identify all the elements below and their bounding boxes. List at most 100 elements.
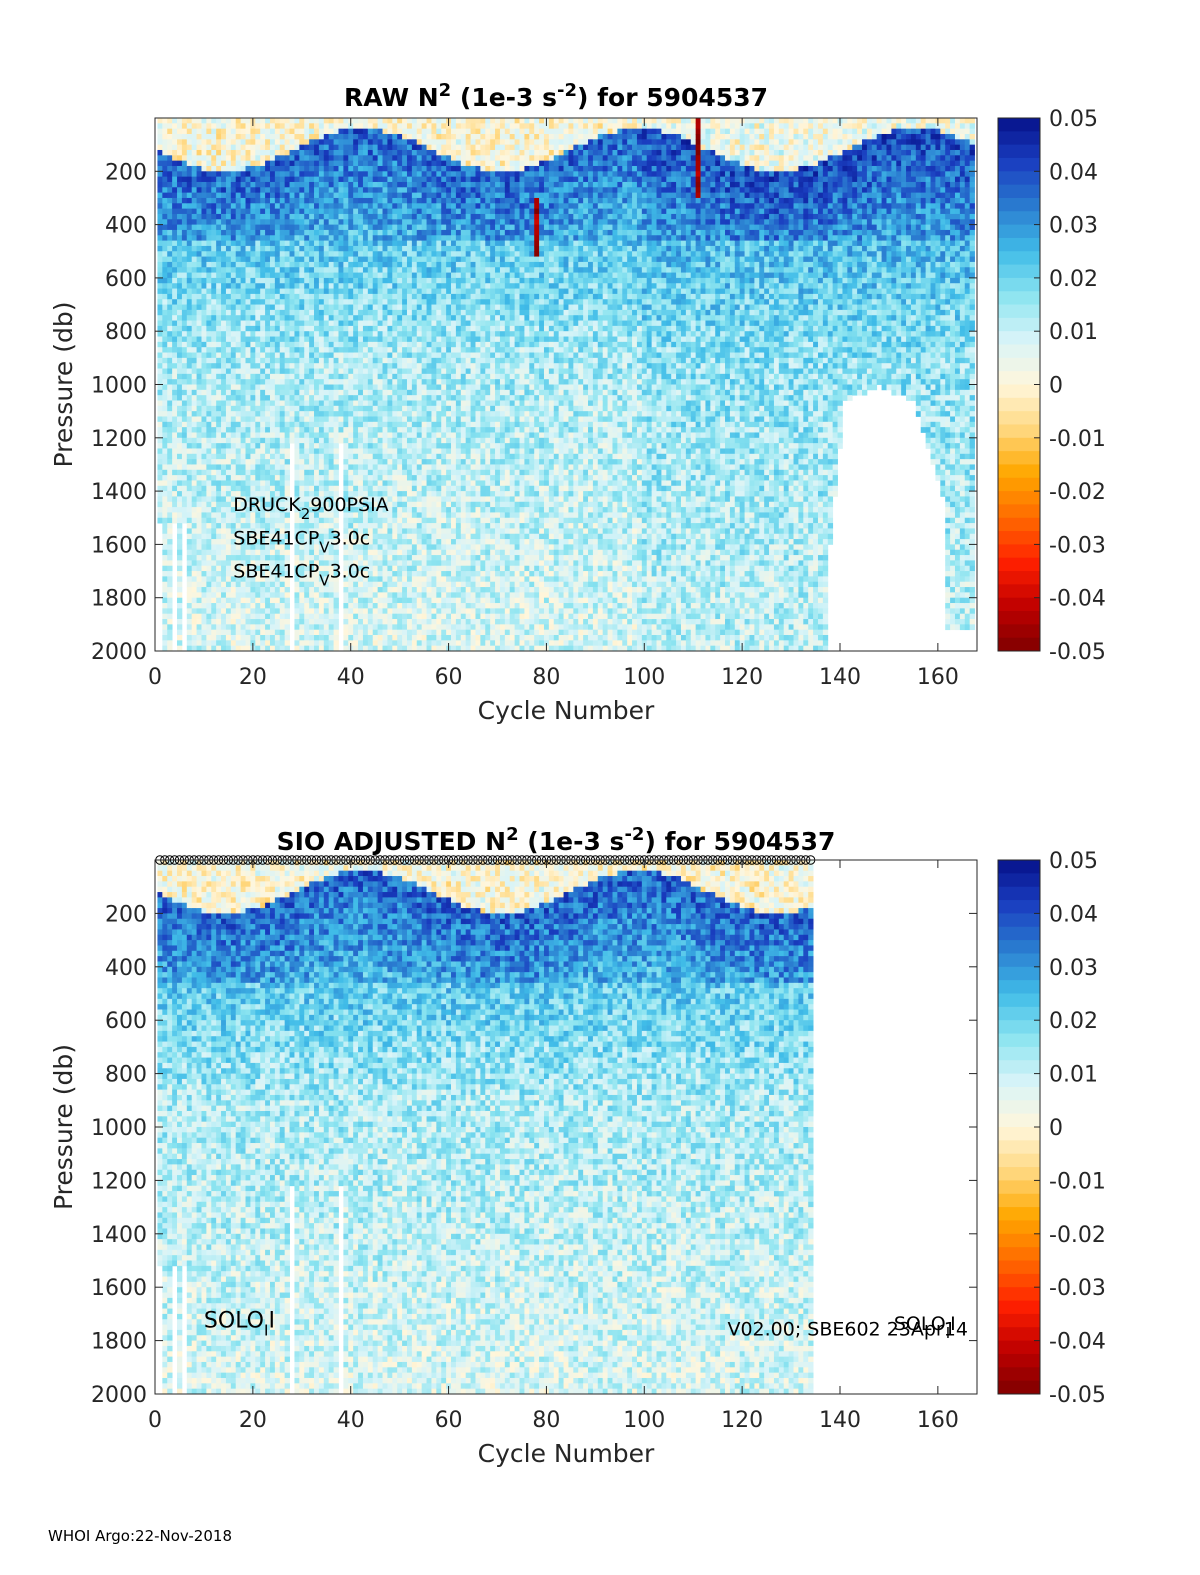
heatmap-cell (372, 389, 379, 396)
heatmap-cell (221, 304, 227, 311)
heatmap-cell (186, 229, 193, 236)
heatmap-cell (284, 373, 290, 380)
heatmap-cell (372, 645, 379, 652)
heatmap-cell (299, 400, 305, 407)
heatmap-cell (348, 336, 354, 343)
heatmap-cell (206, 208, 212, 215)
heatmap-cell (279, 475, 286, 481)
heatmap-cell (181, 240, 188, 247)
heatmap-cell (328, 555, 334, 561)
heatmap-cell (362, 619, 369, 625)
heatmap-cell (221, 491, 227, 497)
heatmap-cell (279, 576, 286, 583)
heatmap-cell (387, 203, 393, 210)
heatmap-cell (255, 485, 261, 492)
heatmap-cell (397, 309, 403, 316)
heatmap-cell (240, 613, 246, 620)
heatmap-cell (338, 219, 344, 225)
heatmap-cell (392, 469, 398, 476)
heatmap-cell (216, 155, 222, 162)
heatmap-cell (304, 533, 310, 540)
heatmap-cell (250, 491, 256, 497)
heatmap-cell (240, 405, 246, 412)
heatmap-cell (201, 352, 207, 359)
heatmap-cell (255, 443, 261, 449)
heatmap-cell (167, 555, 173, 561)
heatmap-cell (177, 496, 183, 503)
heatmap-cell (162, 325, 168, 332)
heatmap-cell (245, 133, 251, 140)
heatmap-cell (196, 235, 202, 241)
heatmap-cell (328, 165, 334, 172)
heatmap-cell (353, 235, 359, 241)
heatmap-cell (172, 480, 178, 487)
heatmap-cell (172, 128, 178, 135)
heatmap-cell (172, 485, 178, 492)
heatmap-cell (382, 395, 388, 401)
heatmap-cell (279, 533, 286, 540)
heatmap-cell (260, 304, 266, 311)
heatmap-cell (260, 603, 266, 609)
heatmap-cell (191, 613, 197, 620)
heatmap-cell (250, 624, 256, 631)
heatmap-cell (211, 629, 217, 636)
heatmap-cell (157, 197, 163, 204)
heatmap-cell (245, 277, 251, 284)
heatmap-cell (392, 533, 398, 540)
heatmap-cell (289, 315, 295, 321)
heatmap-cell (167, 469, 173, 476)
heatmap-cell (387, 485, 393, 492)
heatmap-cell (162, 501, 168, 508)
heatmap-cell (328, 309, 334, 316)
heatmap-cell (343, 149, 349, 156)
heatmap-cell (289, 235, 295, 241)
heatmap-cell (294, 123, 300, 130)
heatmap-cell (402, 245, 408, 252)
heatmap-cell (235, 555, 242, 561)
heatmap-cell (406, 139, 413, 146)
heatmap-cell (358, 613, 364, 620)
heatmap-cell (206, 619, 212, 625)
heatmap-cell (314, 315, 320, 321)
heatmap-cell (348, 197, 354, 204)
heatmap-cell (343, 197, 349, 204)
heatmap-cell (348, 512, 354, 519)
heatmap-cell (294, 533, 300, 540)
heatmap-cell (206, 256, 212, 263)
heatmap-cell (338, 421, 344, 428)
heatmap-cell (304, 341, 310, 348)
heatmap-cell (353, 203, 359, 210)
heatmap-cell (294, 277, 300, 284)
heatmap-cell (265, 395, 271, 401)
heatmap-cell (372, 208, 379, 215)
heatmap-cell (162, 331, 168, 337)
heatmap-cell (221, 315, 227, 321)
heatmap-cell (245, 187, 251, 194)
heatmap-cell (191, 357, 197, 364)
heatmap-cell (318, 517, 325, 524)
heatmap-cell (397, 272, 403, 279)
heatmap-cell (314, 517, 320, 524)
heatmap-cell (230, 352, 237, 359)
heatmap-cell (377, 245, 383, 252)
heatmap-cell (235, 133, 242, 140)
heatmap-cell (177, 363, 183, 369)
heatmap-cell (289, 160, 295, 167)
heatmap-cell (304, 208, 310, 215)
heatmap-cell (299, 352, 305, 359)
heatmap-cell (274, 352, 281, 359)
heatmap-cell (250, 635, 256, 641)
heatmap-cell (269, 549, 276, 556)
heatmap-cell (279, 224, 286, 231)
heatmap-cell (343, 320, 349, 327)
heatmap-cell (274, 485, 281, 492)
heatmap-cell (206, 640, 212, 647)
heatmap-cell (230, 592, 237, 599)
heatmap-cell (235, 203, 242, 210)
heatmap-cell (353, 389, 359, 396)
heatmap-cell (358, 149, 364, 156)
heatmap-cell (250, 496, 256, 503)
heatmap-cell (299, 475, 305, 481)
heatmap-cell (274, 203, 281, 210)
heatmap-cell (343, 619, 349, 625)
